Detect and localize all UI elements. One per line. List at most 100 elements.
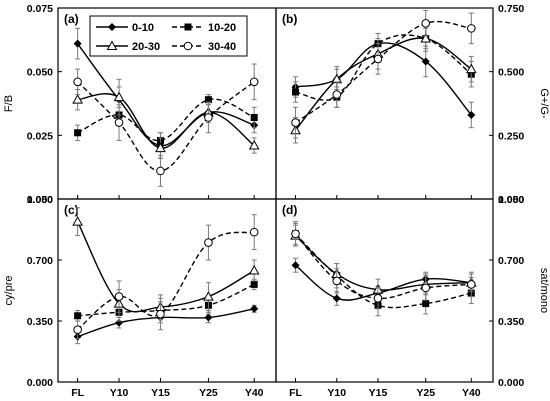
panel-letter: (d) <box>282 203 297 217</box>
data-point <box>72 94 83 104</box>
series-line <box>295 42 472 116</box>
data-point <box>74 312 82 320</box>
series-line <box>76 221 255 313</box>
data-point <box>73 39 82 48</box>
data-point <box>465 63 477 74</box>
data-point <box>332 294 341 303</box>
data-point <box>421 18 431 28</box>
data-point <box>204 313 213 322</box>
panel-letter: (a) <box>64 12 79 26</box>
data-point <box>204 113 213 122</box>
series-10-20 <box>292 222 475 317</box>
data-point <box>467 280 476 289</box>
y-tick-label: 0.500 <box>498 67 524 79</box>
series-30-40 <box>291 221 476 310</box>
x-tick-label: Y10 <box>110 387 129 399</box>
y-tick-label: 0.000 <box>498 194 524 206</box>
y-axis-title: cy/pre <box>3 276 15 306</box>
y-tick-label: 0.025 <box>27 130 53 142</box>
data-point <box>248 264 260 275</box>
x-tick-label: FL <box>71 387 84 399</box>
data-point <box>249 227 259 237</box>
data-point <box>332 276 342 286</box>
legend-item-0-10: 0-10 <box>96 22 154 34</box>
y-tick-label: 0.000 <box>27 377 53 389</box>
series-0-10 <box>291 32 476 129</box>
data-point <box>250 114 258 122</box>
x-tick-label: Y40 <box>245 387 264 399</box>
panel-d: 0.000 0.350 0.700 1.050 sat/mono FL Y10 Y15 Y25 Y… <box>275 194 550 399</box>
x-tick-label: Y10 <box>327 387 346 399</box>
x-tick-label: Y15 <box>369 387 388 399</box>
data-point <box>114 118 124 127</box>
data-point <box>73 325 82 335</box>
legend-item-20-30: 20-30 <box>96 40 160 53</box>
series-30-40 <box>291 10 476 139</box>
series-line <box>77 81 255 172</box>
data-point <box>204 96 212 104</box>
y-axis-title: G+/G- <box>538 88 550 119</box>
data-point <box>421 57 430 66</box>
data-point <box>250 304 259 313</box>
x-tick-label: FL <box>289 387 302 399</box>
y-tick-label: 1.050 <box>27 194 53 206</box>
data-point <box>467 24 476 33</box>
data-point <box>156 166 165 176</box>
y-tick-label: 0.750 <box>498 3 524 15</box>
series-20-30 <box>72 207 260 320</box>
data-point <box>373 294 383 303</box>
data-point <box>467 110 476 119</box>
series-30-40 <box>73 63 259 187</box>
legend-label-0-10: 0-10 <box>132 22 154 34</box>
panel-a: 0.000 0.025 0.050 0.075 F/B (a) <box>3 3 277 206</box>
data-point <box>291 118 300 127</box>
y-tick-label: 0.075 <box>27 3 53 15</box>
y-tick-label: 1.050 <box>498 194 524 206</box>
x-tick-label: Y15 <box>151 387 170 399</box>
legend-label-30-40: 30-40 <box>208 41 236 53</box>
legend-item-30-40: 30-40 <box>172 41 236 53</box>
y-tick-label: 0.000 <box>498 377 524 389</box>
data-point <box>113 91 125 102</box>
panel-b: 0.000 0.250 0.500 0.750 G+/G- (b) <box>275 3 550 206</box>
legend: 0-10 10-20 20-30 30-40 <box>89 15 248 57</box>
series-10-20 <box>292 27 475 108</box>
series-line <box>295 264 472 301</box>
data-point <box>249 77 259 87</box>
data-point <box>250 280 258 288</box>
data-point <box>114 292 124 301</box>
y-tick-label: 0.000 <box>27 194 53 206</box>
x-tick-label: Y40 <box>462 387 481 399</box>
panel-frame <box>275 7 494 200</box>
series-line <box>77 98 255 142</box>
panels: 0.000 0.025 0.050 0.075 F/B (a) 0.000 0.250 0.50… <box>3 3 550 399</box>
data-point <box>373 54 383 64</box>
series-line <box>295 34 472 101</box>
data-point <box>291 229 300 239</box>
series-line <box>295 233 472 309</box>
data-point <box>203 291 214 301</box>
panel-letter: (c) <box>64 203 79 217</box>
series-line <box>77 231 255 331</box>
data-point <box>72 216 83 226</box>
data-point <box>291 261 300 270</box>
data-point <box>332 90 342 99</box>
data-point <box>420 33 432 43</box>
series-line <box>77 283 255 317</box>
panel-c: 0.000 0.350 0.700 1.050 cy/pre FL Y10 Y15 Y25 Y40… <box>3 194 277 399</box>
y-tick-label: 0.350 <box>498 316 524 328</box>
data-point <box>204 238 213 247</box>
y-axis-title: F/B <box>3 95 15 112</box>
data-point <box>155 142 166 153</box>
data-point <box>74 129 82 137</box>
panel-frame <box>275 198 494 383</box>
legend-label-20-30: 20-30 <box>132 41 160 53</box>
series-30-40 <box>73 214 259 339</box>
y-tick-label: 0.700 <box>27 255 53 267</box>
legend-label-10-20: 10-20 <box>208 22 236 34</box>
data-point <box>292 88 300 96</box>
panel-letter: (b) <box>282 12 297 26</box>
data-point <box>422 300 430 308</box>
y-tick-label: 0.050 <box>27 67 53 79</box>
